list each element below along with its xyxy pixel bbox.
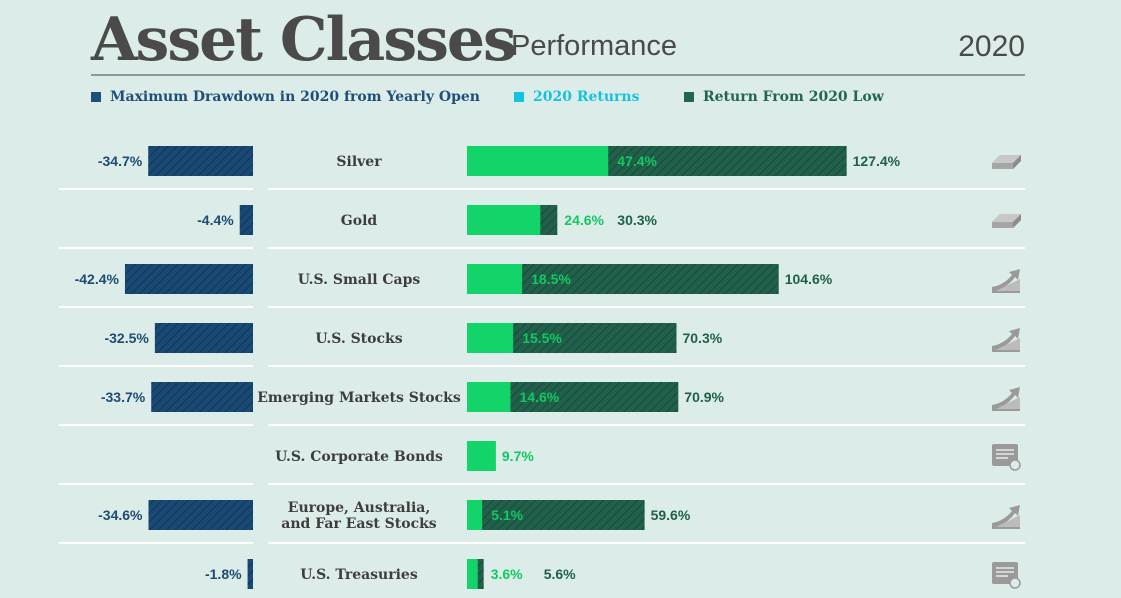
returns-label: 47.4% bbox=[617, 153, 657, 169]
from-low-label: 127.4% bbox=[853, 153, 901, 169]
from-low-bar bbox=[467, 500, 645, 530]
from-low-label: 5.6% bbox=[544, 566, 576, 582]
legend-label-drawdown: Maximum Drawdown in 2020 from Yearly Ope… bbox=[110, 89, 480, 105]
returns-bar bbox=[467, 559, 478, 589]
drawdown-bar bbox=[247, 559, 253, 589]
drawdown-bar bbox=[148, 146, 253, 176]
category-label: Emerging Markets Stocks bbox=[257, 390, 461, 406]
category-label: U.S. Treasuries bbox=[300, 567, 418, 583]
from-low-label: 104.6% bbox=[785, 271, 833, 287]
year-label: 2020 bbox=[958, 30, 1025, 63]
legend-item-returns: 2020 Returns bbox=[514, 87, 639, 107]
rising-arrow-icon bbox=[992, 505, 1020, 529]
legend-swatch-returns bbox=[514, 92, 524, 102]
returns-label: 9.7% bbox=[502, 448, 534, 464]
returns-label: 15.5% bbox=[522, 330, 562, 346]
drawdown-bar bbox=[151, 382, 253, 412]
returns-bar bbox=[467, 500, 483, 530]
rising-arrow-icon bbox=[992, 387, 1020, 411]
returns-bar bbox=[467, 146, 609, 176]
from-low-label: 59.6% bbox=[651, 507, 691, 523]
from-low-label: 70.3% bbox=[682, 330, 722, 346]
returns-label: 3.6% bbox=[491, 566, 523, 582]
category-label: Europe, Australia, bbox=[288, 500, 430, 516]
from-low-label: 30.3% bbox=[617, 212, 657, 228]
legend-item-from-low: Return From 2020 Low bbox=[684, 87, 884, 107]
drawdown-label: -34.6% bbox=[98, 507, 143, 523]
legend-swatch-drawdown bbox=[91, 92, 101, 102]
legend-item-drawdown: Maximum Drawdown in 2020 from Yearly Ope… bbox=[91, 87, 480, 107]
legend-swatch-from-low bbox=[684, 92, 694, 102]
page-title: Asset Classes bbox=[91, 5, 517, 75]
category-label: U.S. Stocks bbox=[315, 331, 402, 347]
drawdown-bar bbox=[239, 205, 253, 235]
returns-bar bbox=[467, 382, 511, 412]
legend-label-from-low: Return From 2020 Low bbox=[703, 89, 884, 105]
drawdown-bar bbox=[148, 500, 253, 530]
category-label: and Far East Stocks bbox=[281, 516, 437, 532]
drawdown-bar bbox=[154, 323, 253, 353]
returns-bar bbox=[467, 323, 514, 353]
returns-bar bbox=[467, 205, 541, 235]
bond-certificate-icon bbox=[992, 562, 1021, 589]
drawdown-label: -4.4% bbox=[197, 212, 234, 228]
returns-bar bbox=[467, 264, 523, 294]
legend-label-returns: 2020 Returns bbox=[533, 89, 640, 105]
drawdown-label: -1.8% bbox=[205, 566, 242, 582]
page-subtitle: Performance bbox=[511, 30, 678, 62]
returns-label: 14.6% bbox=[520, 389, 560, 405]
bond-certificate-icon bbox=[992, 444, 1021, 471]
gold-bar-icon bbox=[992, 214, 1021, 228]
category-label: Gold bbox=[341, 213, 378, 229]
rising-arrow-icon bbox=[992, 328, 1020, 352]
silver-bar-icon bbox=[992, 155, 1021, 169]
drawdown-bar bbox=[124, 264, 254, 294]
category-label: U.S. Corporate Bonds bbox=[275, 449, 443, 465]
title-rule bbox=[91, 74, 1025, 76]
category-label: Silver bbox=[336, 154, 382, 170]
returns-bar bbox=[467, 441, 496, 471]
returns-label: 18.5% bbox=[531, 271, 571, 287]
from-low-label: 70.9% bbox=[684, 389, 724, 405]
drawdown-label: -33.7% bbox=[101, 389, 146, 405]
drawdown-label: -42.4% bbox=[75, 271, 120, 287]
returns-label: 24.6% bbox=[564, 212, 604, 228]
category-label: U.S. Small Caps bbox=[298, 272, 421, 288]
drawdown-label: -34.7% bbox=[98, 153, 143, 169]
rising-arrow-icon bbox=[992, 269, 1020, 293]
returns-label: 5.1% bbox=[491, 507, 523, 523]
drawdown-label: -32.5% bbox=[104, 330, 149, 346]
